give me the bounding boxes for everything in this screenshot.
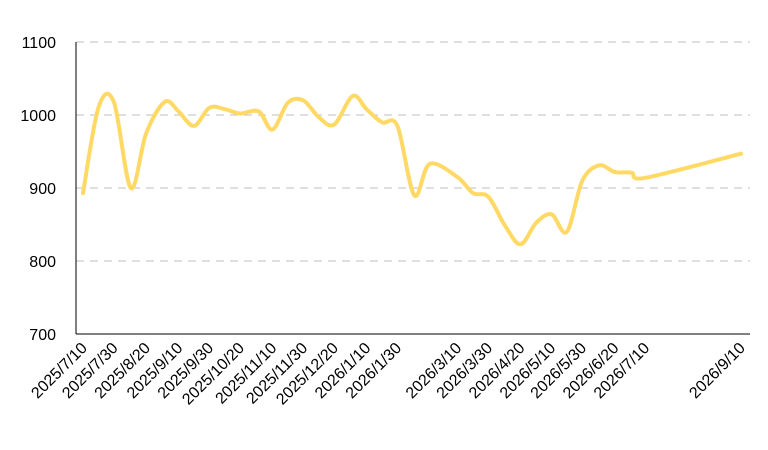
y-axis-ticks: 700 800 900 1000 1100 [20, 35, 56, 344]
y-tick-label: 1100 [22, 35, 57, 52]
y-tick-label: 800 [29, 254, 56, 271]
gridlines [76, 41, 750, 262]
y-tick-label: 700 [29, 327, 56, 344]
series-points [83, 96, 741, 244]
y-tick-label: 900 [29, 181, 56, 198]
series-line [81, 91, 743, 247]
x-tick-label: 2026/9/10 [686, 340, 748, 402]
x-axis-ticks: 2025/7/102025/7/302025/8/202025/9/102025… [28, 340, 748, 409]
y-tick-label: 1000 [20, 108, 56, 125]
